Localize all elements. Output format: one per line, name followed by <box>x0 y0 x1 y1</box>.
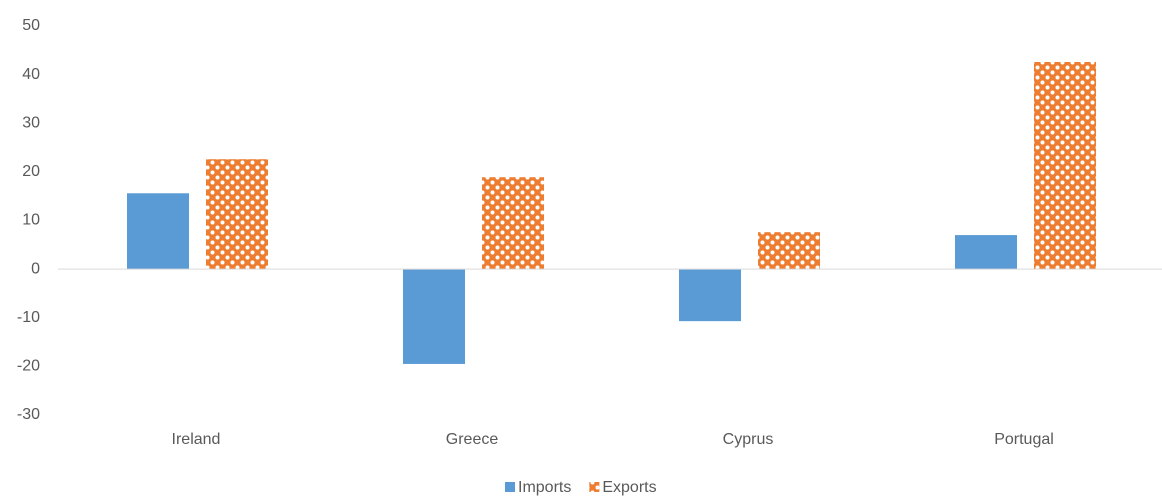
bar <box>955 235 1017 270</box>
y-tick-label: 50 <box>22 17 40 34</box>
x-tick-label: Greece <box>446 431 499 448</box>
x-tick-label: Ireland <box>172 431 221 448</box>
legend-swatch <box>589 482 600 492</box>
bar <box>758 232 820 270</box>
bar <box>679 269 741 322</box>
y-tick-label: 0 <box>31 260 40 277</box>
legend-swatch <box>505 482 515 492</box>
bar <box>127 193 189 270</box>
bar <box>1034 61 1096 270</box>
y-tick-label: 20 <box>22 163 40 180</box>
y-tick-label: 30 <box>22 114 40 131</box>
y-tick-label: 10 <box>22 212 40 229</box>
y-tick-label: -30 <box>17 406 40 423</box>
legend-label: Exports <box>602 479 656 496</box>
x-tick-label: Portugal <box>994 431 1054 448</box>
y-tick-label: -20 <box>17 358 40 375</box>
bar <box>482 177 544 270</box>
legend-label: Imports <box>518 479 571 496</box>
bar <box>403 269 465 364</box>
x-tick-label: Cyprus <box>723 431 774 448</box>
y-tick-label: -10 <box>17 309 40 326</box>
bar <box>206 159 268 270</box>
y-tick-label: 40 <box>22 66 40 83</box>
